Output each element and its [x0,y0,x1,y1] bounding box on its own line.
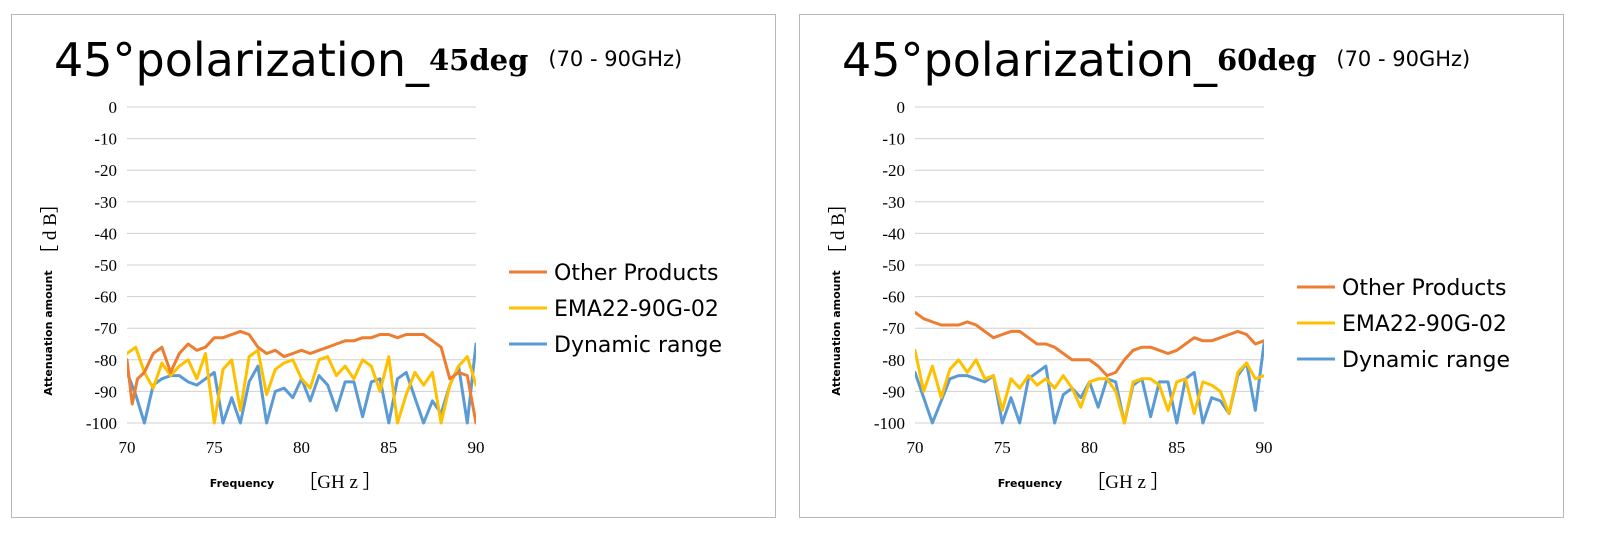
y-tick-label: -70 [94,319,117,338]
chart-title-main: 45°polarization_ [842,33,1217,87]
y-axis-unit: ［ d B］ [827,194,849,264]
x-tick-label: 90 [468,438,485,457]
x-tick-label: 75 [206,438,223,457]
chart-title: 45°polarization_60deg (70 - 90GHz) [842,33,1470,87]
y-axis-label: Attenuation amount [42,270,55,395]
y-tick-label: -100 [874,414,905,433]
legend-label: Other Products [1342,276,1506,301]
y-tick-label: -80 [94,351,117,370]
x-axis-label: Frequency [210,477,274,490]
series-line-ema22-90g-02 [915,348,1264,425]
legend-label: Dynamic range [1342,348,1510,373]
plot-area [127,329,476,425]
legend-label: EMA22-90G-02 [554,297,719,322]
y-tick-label: -80 [882,351,905,370]
x-tick-label: 70 [907,438,924,457]
y-tick-label: -90 [94,382,117,401]
series-line-other-products [915,310,1264,378]
y-tick-label: -100 [86,414,117,433]
plot-area [915,310,1264,425]
y-tick-label: -40 [94,224,117,243]
chart-title-degree: 45deg [429,43,529,77]
y-tick-label: -70 [882,319,905,338]
chart-panel-60deg: 45°polarization_60deg (70 - 90GHz) 0 -10 -2… [799,14,1564,518]
series-line-other-products [127,329,476,425]
x-tick-label: 90 [1256,438,1273,457]
x-tick-label: 75 [994,438,1011,457]
chart-panel-45deg: 45°polarization_45deg (70 - 90GHz) 0 -10 -2… [11,14,776,518]
legend-label: Other Products [554,261,718,286]
chart-title-range: (70 - 90GHz) [548,47,683,71]
chart-title: 45°polarization_45deg (70 - 90GHz) [54,33,682,87]
y-tick-label: -30 [882,193,905,212]
y-tick-label: 0 [897,98,906,117]
y-tick-label: -60 [882,288,905,307]
series-line-ema22-90g-02 [127,345,476,425]
x-axis-label: Frequency [998,477,1062,490]
y-tick-label: -60 [94,288,117,307]
legend-label: EMA22-90G-02 [1342,312,1507,337]
y-tick-label: -20 [882,161,905,180]
x-tick-label: 80 [1081,438,1098,457]
x-tick-label: 85 [380,438,397,457]
y-tick-label: -20 [94,161,117,180]
x-tick-label: 80 [293,438,310,457]
chart-title-degree: 60deg [1217,43,1317,77]
y-tick-label: -40 [882,224,905,243]
y-tick-label: -50 [882,256,905,275]
y-axis-label: Attenuation amount [830,270,843,395]
y-tick-label: -50 [94,256,117,275]
x-axis-unit: ［GH z ］ [1086,471,1169,493]
legend-label: Dynamic range [554,333,722,358]
y-axis-unit: ［ d B］ [39,194,61,264]
x-axis-unit: ［GH z ］ [298,471,381,493]
y-tick-label: -10 [882,130,905,149]
y-tick-label: -10 [94,130,117,149]
y-tick-label: -30 [94,193,117,212]
x-tick-label: 85 [1168,438,1185,457]
y-tick-label: -90 [882,382,905,401]
chart-title-main: 45°polarization_ [54,33,429,87]
chart-title-range: (70 - 90GHz) [1336,47,1471,71]
x-tick-label: 70 [119,438,136,457]
y-tick-label: 0 [109,98,118,117]
